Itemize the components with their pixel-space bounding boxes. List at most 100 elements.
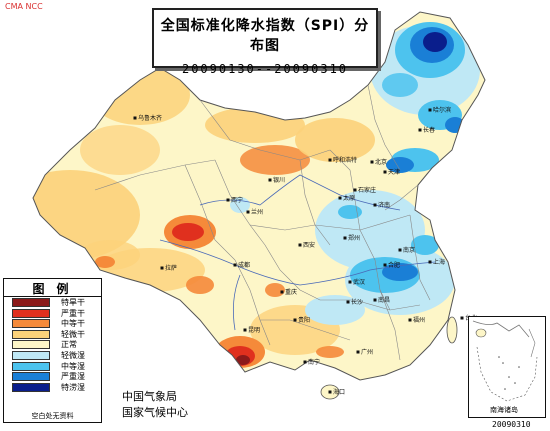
legend-label: 正常 [61, 340, 77, 350]
city-label: 兰州 [251, 208, 263, 216]
city-marker [408, 318, 412, 322]
legend: 图例 特旱干 严重干 中等干 轻微干 正常 轻微湿 中等湿 严重湿 特涝湿 空白处无资料 [3, 278, 102, 423]
city-marker [428, 260, 432, 264]
legend-item: 轻微湿 [4, 350, 101, 361]
agency-ncc: 国家气候中心 [122, 406, 188, 419]
legend-label: 特涝湿 [61, 382, 85, 392]
city-label: 银川 [273, 176, 285, 184]
city-marker [233, 263, 237, 267]
city-marker [418, 128, 422, 132]
province-borders [94, 84, 431, 361]
credit-label: CMA NCC [5, 2, 43, 11]
legend-swatch [12, 361, 50, 371]
city-marker [353, 188, 357, 192]
legend-note: 空白处无资料 [31, 412, 74, 420]
city-label: 长春 [423, 126, 435, 134]
legend-label: 中等湿 [61, 361, 85, 371]
city-marker [280, 290, 284, 294]
legend-item: 严重湿 [4, 371, 101, 382]
city-marker [133, 116, 137, 120]
agency-cma: 中国气象局 [122, 390, 177, 403]
legend-item: 特旱干 [4, 297, 101, 308]
city-marker [226, 198, 230, 202]
city-marker [328, 158, 332, 162]
legend-label: 轻微湿 [61, 350, 85, 360]
city-marker [328, 390, 332, 394]
city-marker [373, 203, 377, 207]
city-marker [246, 210, 250, 214]
city-marker [338, 196, 342, 200]
city-label: 天津 [388, 169, 400, 176]
city-label: 南昌 [378, 296, 390, 304]
taiwan-island [446, 316, 458, 344]
city-marker [243, 328, 247, 332]
legend-swatch [12, 298, 50, 307]
city-marker [373, 298, 377, 302]
city-marker [398, 248, 402, 252]
legend-label: 中等干 [61, 319, 85, 329]
city-label: 呼和浩特 [333, 156, 357, 164]
south-china-sea-inset [468, 316, 546, 418]
legend-rows: 特旱干 严重干 中等干 轻微干 正常 轻微湿 中等湿 严重湿 特涝湿 [4, 297, 101, 392]
city-marker [268, 178, 272, 182]
map-title: 全国标准化降水指数（SPI）分布图 [160, 18, 370, 54]
city-label: 西宁 [231, 196, 243, 204]
city-marker [293, 318, 297, 322]
city-label: 长沙 [351, 298, 363, 306]
date-range: 20090130--20090310 [181, 62, 349, 76]
city-label: 南京 [403, 246, 415, 254]
city-label: 海口 [333, 388, 345, 396]
city-marker [348, 280, 352, 284]
city-marker [298, 243, 302, 247]
city-label: 成都 [238, 261, 250, 269]
legend-item: 中等湿 [4, 361, 101, 372]
legend-title: 图例 [4, 280, 101, 297]
city-label: 济南 [378, 201, 390, 209]
city-marker [383, 170, 387, 174]
city-marker [343, 236, 347, 240]
city-label: 郑州 [348, 234, 360, 242]
city-label: 石家庄 [358, 186, 376, 194]
city-marker [160, 266, 164, 270]
legend-swatch [12, 382, 50, 392]
legend-label: 严重干 [61, 308, 85, 318]
city-marker [356, 350, 360, 354]
rivers [159, 174, 436, 331]
legend-swatch [12, 340, 50, 350]
legend-swatch [12, 372, 50, 382]
city-label: 拉萨 [165, 264, 177, 272]
issue-date: 20090310 [492, 420, 531, 429]
legend-label: 特旱干 [61, 298, 85, 307]
legend-swatch [12, 319, 50, 329]
city-label: 南宁 [308, 358, 320, 366]
city-marker [460, 316, 464, 320]
legend-swatch [12, 350, 50, 360]
legend-item: 轻微干 [4, 329, 101, 340]
city-label: 西安 [303, 241, 315, 249]
city-label: 贵阳 [298, 316, 310, 324]
legend-label: 严重湿 [61, 372, 85, 382]
legend-label: 轻微干 [61, 329, 85, 339]
legend-item: 严重干 [4, 308, 101, 319]
legend-item: 中等干 [4, 318, 101, 329]
city-marker [346, 300, 350, 304]
city-label: 广州 [361, 348, 373, 356]
legend-swatch [12, 329, 50, 339]
city-label: 北京 [375, 158, 387, 166]
city-label: 重庆 [285, 288, 297, 296]
city-marker [303, 360, 307, 364]
city-marker [383, 263, 387, 267]
city-marker [428, 108, 432, 112]
inset-map [472, 320, 538, 402]
city-label: 上海 [433, 258, 445, 266]
city-label: 武汉 [353, 278, 365, 286]
city-label: 昆明 [248, 327, 260, 334]
city-label: 福州 [413, 316, 425, 324]
legend-item: 正常 [4, 339, 101, 350]
city-marker [370, 160, 374, 164]
city-label: 合肥 [388, 261, 400, 269]
city-label: 乌鲁木齐 [138, 114, 162, 122]
legend-swatch [12, 308, 50, 318]
inset-label: 南海诸岛 [490, 406, 518, 414]
